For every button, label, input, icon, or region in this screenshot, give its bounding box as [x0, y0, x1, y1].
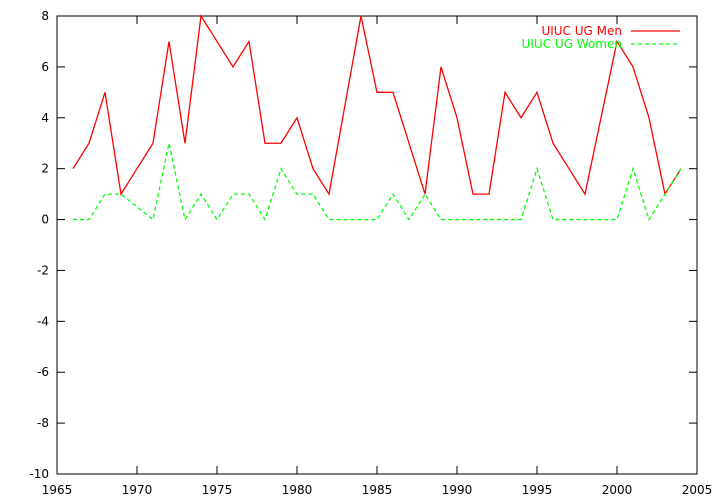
- x-tick-label: 2000: [602, 483, 633, 497]
- x-tick-label: 1980: [282, 483, 313, 497]
- legend-label-1: UIUC UG Men: [541, 24, 622, 38]
- series-line-2: [73, 143, 682, 222]
- legend-label-2: UIUC UG Women: [522, 37, 622, 51]
- y-tick-label: 2: [41, 162, 49, 176]
- series-line-1: [72, 14, 682, 196]
- y-tick-label: -6: [37, 365, 49, 379]
- x-tick-label: 1970: [122, 483, 153, 497]
- y-tick-label: -8: [37, 416, 49, 430]
- y-tick-label: 6: [41, 60, 49, 74]
- axis-tick-labels: 1965 1970 1975 1980 1985 1990 1995 2000 2005 -10 -…: [29, 9, 712, 497]
- y-tick-label: -2: [37, 263, 49, 277]
- x-tick-label: 1965: [42, 483, 73, 497]
- x-tick-label: 2005: [682, 483, 713, 497]
- y-tick-label: 0: [41, 213, 49, 227]
- x-tick-label: 1975: [202, 483, 233, 497]
- x-tick-label: 1985: [362, 483, 393, 497]
- x-tick-label: 1990: [442, 483, 473, 497]
- plot-frame: [56, 15, 698, 475]
- series-lines: [72, 14, 682, 222]
- y-tick-label: -4: [37, 314, 49, 328]
- axis-ticks: [56, 15, 698, 475]
- y-tick-label: 4: [41, 111, 49, 125]
- y-tick-label: -10: [29, 467, 49, 481]
- y-tick-label: 8: [41, 9, 49, 23]
- x-tick-label: 1995: [522, 483, 553, 497]
